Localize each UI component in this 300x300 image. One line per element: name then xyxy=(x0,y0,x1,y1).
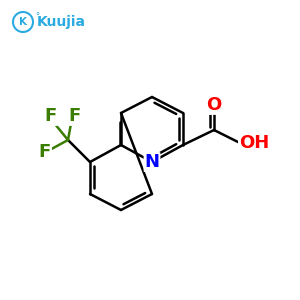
Text: F: F xyxy=(68,107,80,125)
Text: Kuujia: Kuujia xyxy=(37,15,86,29)
Text: F: F xyxy=(45,107,57,125)
Text: °: ° xyxy=(35,13,39,22)
Text: OH: OH xyxy=(239,134,269,152)
Text: O: O xyxy=(206,96,222,114)
Text: K: K xyxy=(19,17,27,27)
Text: N: N xyxy=(145,153,160,171)
Text: F: F xyxy=(39,143,51,161)
